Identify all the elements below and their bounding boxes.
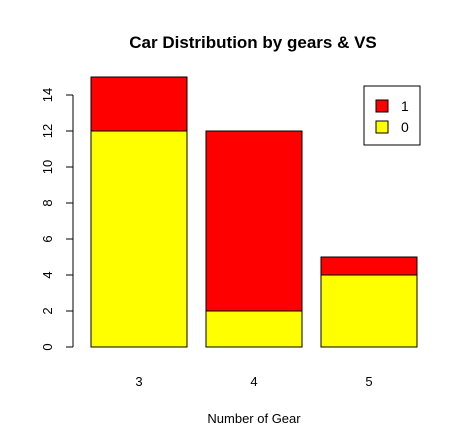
y-tick-label: 4 [40,271,55,278]
y-tick-label: 6 [40,235,55,242]
y-tick-label: 0 [40,343,55,350]
legend: 10 [363,85,421,146]
y-tick-label: 14 [40,88,55,102]
y-axis: 0 2 4 6 8 10 12 14 [40,88,74,351]
bar-gear-3-vs-1 [90,76,188,132]
bar-gear-5-vs-0 [320,274,418,348]
legend-box [363,85,421,146]
legend-label: 1 [401,98,409,114]
legend-swatch-0 [375,120,389,134]
legend-label: 0 [401,119,409,135]
x-category-label: 3 [135,374,142,389]
y-tick-label: 12 [40,124,55,138]
chart-title: Car Distribution by gears & VS [129,33,377,52]
bar-gear-3-vs-0 [90,130,188,348]
x-category-label: 4 [250,374,257,389]
x-axis-title: Number of Gear [207,411,301,426]
x-category-label: 5 [365,374,372,389]
bars-group [90,76,418,348]
bar-gear-4-vs-0 [205,310,303,348]
bar-gear-4-vs-1 [205,130,303,312]
legend-swatch-1 [375,99,389,113]
bar-gear-5-vs-1 [320,256,418,276]
y-tick-label: 10 [40,160,55,174]
y-tick-label: 8 [40,199,55,206]
x-axis-labels: 3 4 5 [135,374,372,389]
y-tick-label: 2 [40,307,55,314]
